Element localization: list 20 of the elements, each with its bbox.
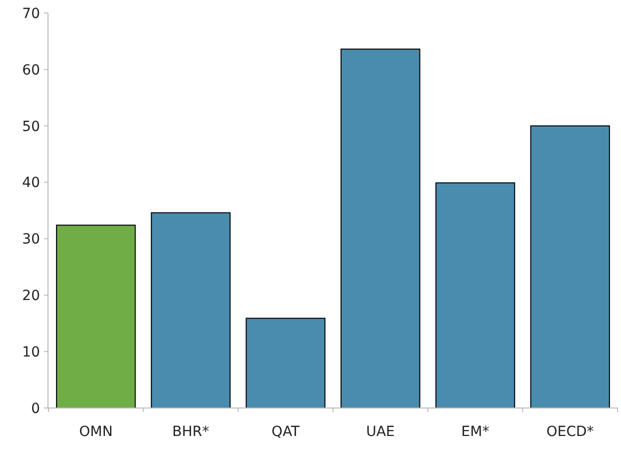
y-tick-label: 40 bbox=[22, 175, 40, 192]
y-tick-label: 10 bbox=[22, 344, 40, 360]
x-tick-label: EM* bbox=[461, 424, 490, 440]
x-tick-label: QAT bbox=[272, 424, 300, 440]
x-tick-label: OMN bbox=[79, 424, 113, 440]
x-tick-label: UAE bbox=[366, 424, 395, 440]
y-tick-label: 30 bbox=[22, 232, 40, 248]
bar bbox=[246, 318, 326, 408]
y-tick-label: 70 bbox=[22, 6, 40, 22]
y-tick-label: 0 bbox=[31, 400, 40, 417]
bar bbox=[150, 212, 231, 408]
x-tick-label: OECD* bbox=[546, 424, 594, 440]
bar bbox=[340, 48, 420, 408]
bar bbox=[56, 224, 136, 408]
bar bbox=[435, 182, 516, 408]
y-tick-label: 20 bbox=[22, 288, 40, 304]
y-tick-label: 50 bbox=[22, 118, 40, 135]
x-tick-label: BHR* bbox=[172, 424, 210, 440]
y-tick-label: 60 bbox=[22, 62, 40, 78]
bar bbox=[530, 125, 610, 408]
